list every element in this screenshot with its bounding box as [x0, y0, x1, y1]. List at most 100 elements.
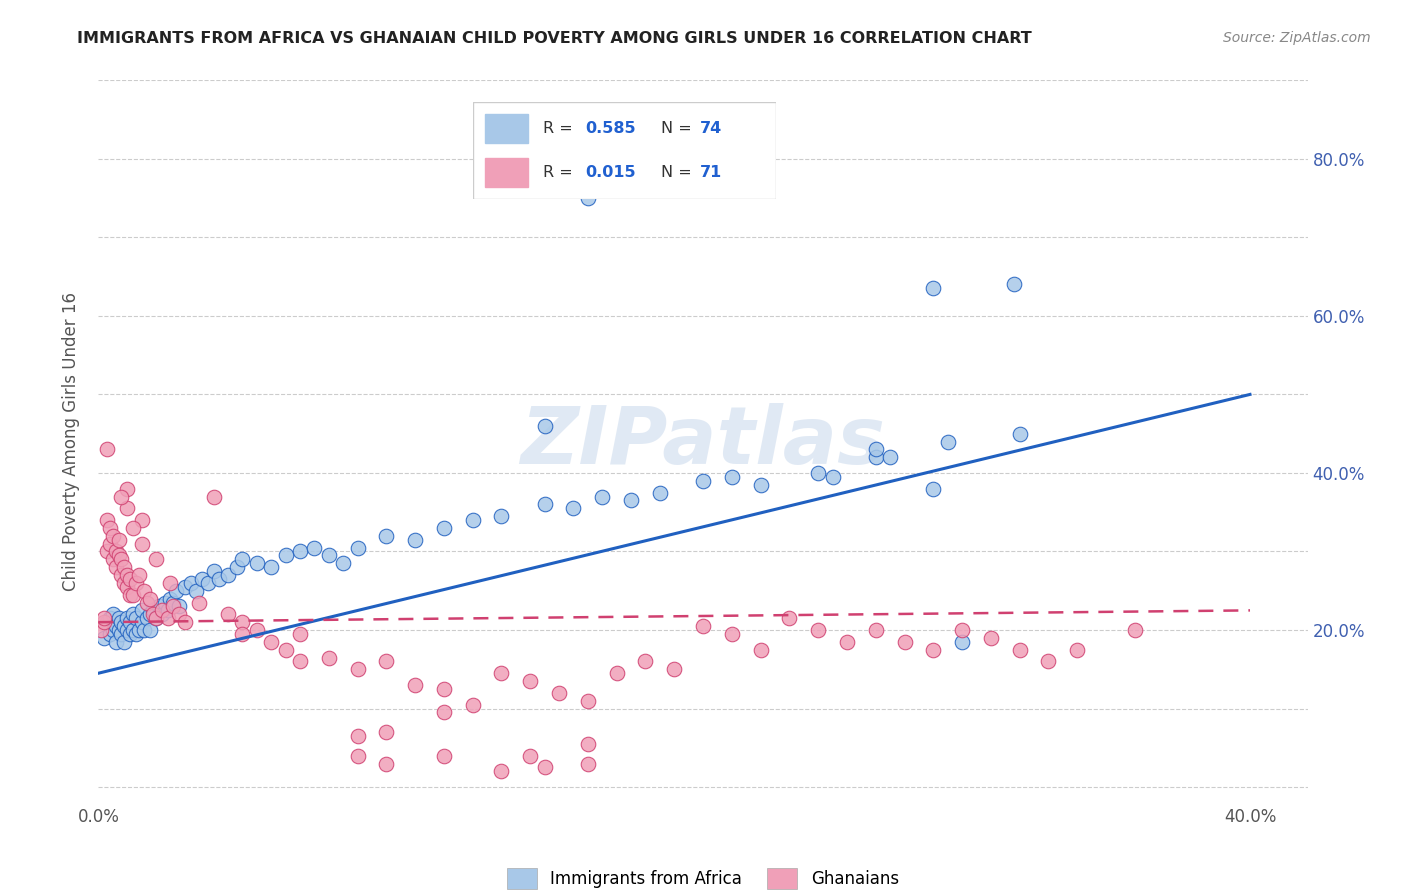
Point [98, 627, 121, 641]
Point [159, 591, 181, 606]
Point [246, 623, 269, 637]
Point [433, 706, 456, 720]
Point [107, 533, 129, 547]
Point [260, 560, 283, 574]
Point [936, 434, 959, 449]
Point [112, 560, 135, 574]
Point [304, 541, 326, 555]
Point [145, 552, 167, 566]
Point [562, 501, 585, 516]
Point [491, 764, 513, 779]
Point [120, 627, 142, 641]
Point [231, 615, 253, 630]
Point [576, 191, 599, 205]
Point [749, 642, 772, 657]
Point [217, 607, 239, 622]
Point [591, 490, 613, 504]
Point [98, 536, 121, 550]
Point [950, 623, 973, 637]
Point [128, 568, 150, 582]
Point [231, 552, 253, 566]
Text: Source: ZipAtlas.com: Source: ZipAtlas.com [1223, 31, 1371, 45]
Point [576, 756, 599, 771]
Point [131, 513, 153, 527]
Point [576, 737, 599, 751]
Point [433, 681, 456, 696]
Point [197, 575, 219, 590]
Point [139, 607, 162, 622]
Point [112, 635, 135, 649]
Point [720, 627, 742, 641]
Point [107, 611, 129, 625]
Point [749, 477, 772, 491]
Point [576, 694, 599, 708]
Point [131, 615, 153, 630]
Point [375, 725, 398, 739]
Point [148, 599, 170, 614]
Point [807, 623, 830, 637]
Point [922, 642, 945, 657]
Point [692, 619, 714, 633]
Point [1002, 277, 1025, 292]
Point [115, 568, 138, 582]
Point [112, 575, 135, 590]
Point [375, 756, 398, 771]
Point [865, 442, 887, 457]
Point [433, 521, 456, 535]
Point [90, 623, 112, 637]
Point [98, 611, 121, 625]
Point [346, 748, 368, 763]
Point [101, 623, 124, 637]
Point [167, 607, 190, 622]
Point [104, 544, 127, 558]
Point [1123, 623, 1146, 637]
Point [191, 572, 214, 586]
Point [1008, 426, 1031, 441]
Point [125, 627, 148, 641]
Point [150, 607, 173, 622]
Point [167, 599, 190, 614]
Point [139, 591, 162, 606]
Point [188, 595, 211, 609]
Point [288, 544, 311, 558]
Point [375, 529, 398, 543]
Point [122, 521, 145, 535]
Point [664, 662, 686, 676]
Legend: Immigrants from Africa, Ghanaians: Immigrants from Africa, Ghanaians [501, 862, 905, 892]
Point [162, 595, 184, 609]
Point [692, 474, 714, 488]
Point [491, 509, 513, 524]
Point [93, 631, 115, 645]
Point [246, 556, 269, 570]
Point [274, 642, 297, 657]
Point [461, 513, 484, 527]
Y-axis label: Child Poverty Among Girls Under 16: Child Poverty Among Girls Under 16 [62, 292, 80, 591]
Point [288, 627, 311, 641]
Point [153, 595, 176, 609]
Point [318, 650, 340, 665]
Point [98, 521, 121, 535]
Point [120, 588, 142, 602]
Point [128, 623, 150, 637]
Point [288, 655, 311, 669]
Point [893, 635, 915, 649]
Point [96, 513, 118, 527]
Point [634, 655, 657, 669]
Point [980, 631, 1002, 645]
Point [1038, 655, 1060, 669]
Point [208, 572, 231, 586]
Point [104, 560, 127, 574]
Point [125, 575, 148, 590]
Point [104, 619, 127, 633]
Point [461, 698, 484, 712]
Point [110, 615, 132, 630]
Point [346, 662, 368, 676]
Point [778, 611, 800, 625]
Point [533, 497, 555, 511]
Point [101, 552, 124, 566]
Point [96, 442, 118, 457]
Point [346, 541, 368, 555]
Text: IMMIGRANTS FROM AFRICA VS GHANAIAN CHILD POVERTY AMONG GIRLS UNDER 16 CORRELATIO: IMMIGRANTS FROM AFRICA VS GHANAIAN CHILD… [77, 31, 1032, 46]
Point [115, 623, 138, 637]
Point [104, 635, 127, 649]
